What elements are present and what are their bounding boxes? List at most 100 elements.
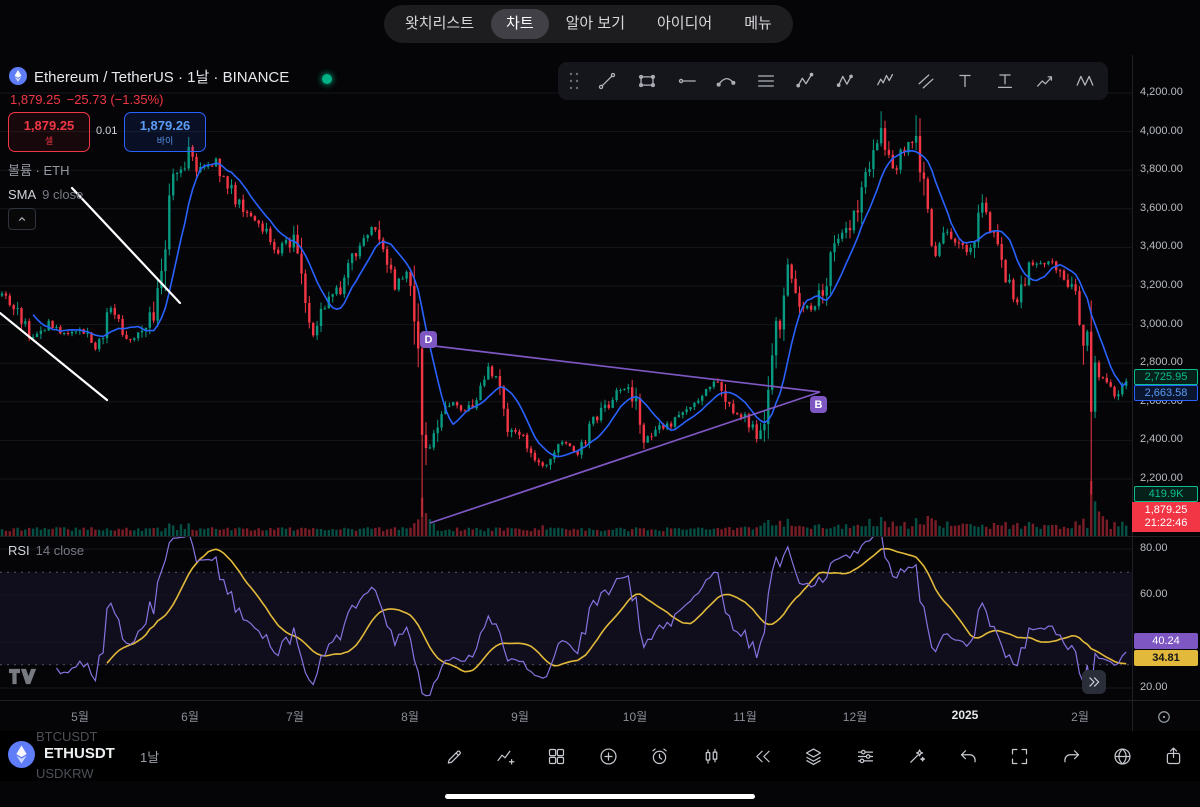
interval-button[interactable]: 1날 [140,750,160,765]
pattern-point-b-label[interactable]: B [810,396,827,413]
price-axis-label: 2,400.00 [1140,433,1183,446]
volume-value-label: 419.9K [1134,486,1198,502]
horizontal-ray-icon[interactable] [672,66,702,96]
add-icon[interactable] [592,740,624,772]
text-icon[interactable] [950,66,980,96]
rsi-name: RSI [8,543,30,558]
rsi-line [56,537,1127,697]
sell-label: 셀 [44,135,54,146]
symbol-button[interactable]: ETHUSDT [44,745,115,762]
price-axis-label: 4,000.00 [1140,124,1183,137]
ethereum-logo-icon[interactable] [8,741,35,768]
redo-icon[interactable] [1055,740,1087,772]
curve-icon[interactable] [711,66,741,96]
ethereum-logo-icon [9,67,27,85]
double-chevron-right-icon [1089,677,1100,687]
main-chart-canvas[interactable] [0,55,1132,536]
price-change-text: −25.73 (−1.35%) [66,92,164,107]
rsi-axis-label: 20.00 [1140,681,1168,693]
rsi-chart-canvas[interactable] [0,537,1132,700]
last-price-text: 1,879.25 [10,92,61,107]
bottom-toolbar: BTCUSDT USDKRW ETHUSDT 1날 [0,729,1200,781]
fib-retracement-icon[interactable] [751,66,781,96]
alerts-icon[interactable] [644,740,676,772]
layouts-icon[interactable] [541,740,573,772]
time-axis-label: 8월 [401,710,419,724]
rsi-legend[interactable]: RSI 14 close [8,543,84,558]
rsi-value-label: 40.24 [1134,633,1198,650]
price-axis-label: 2,800.00 [1140,356,1183,369]
volume-bars-down [4,481,1116,536]
pattern-point-d-label[interactable]: D [420,331,437,348]
draw-icon[interactable] [438,740,470,772]
drag-handle-icon[interactable] [566,66,582,96]
time-axis-label: 2025 [951,708,979,722]
sell-button[interactable]: 1,879.25 셀 [8,112,90,152]
forecast-icon[interactable] [1030,66,1060,96]
price-change-row: 1,879.25 −25.73 (−1.35%) [10,92,169,107]
tab-explore[interactable]: 알아 보기 [565,15,625,32]
reset-scale-button[interactable] [1152,705,1176,729]
home-indicator[interactable] [445,794,755,799]
time-axis-label: 6월 [181,710,199,724]
tab-ideas[interactable]: 아이디어 [657,15,713,32]
time-axis-label: 5월 [71,710,89,724]
collapse-legend-button[interactable] [8,208,36,230]
symbol-title[interactable]: Ethereum / TetherUS · 1날 · BINANCE [34,69,290,86]
indicators-icon[interactable] [489,740,521,772]
fullscreen-icon[interactable] [1004,740,1036,772]
price-axis-divider[interactable] [1132,55,1133,731]
tab-chart[interactable]: 차트 [491,9,549,39]
pane-divider[interactable] [0,536,1200,537]
volume-legend[interactable]: 볼륨 · ETH [8,163,70,178]
trend-line-drawing[interactable] [70,186,182,305]
multichart-icon[interactable] [901,740,933,772]
rsi-params: 14 close [35,543,85,558]
triangle-lower-line[interactable] [429,391,821,524]
settings-icon[interactable] [849,740,881,772]
candle-bodies-up [0,128,1128,466]
object-tree-icon[interactable] [798,740,830,772]
buy-label: 바이 [156,135,174,146]
tab-menu[interactable]: 메뉴 [744,15,772,32]
last-price-value: 1,879.25 [1144,504,1188,516]
time-axis-label: 9월 [511,710,529,724]
buy-button[interactable]: 1,879.26 바이 [124,112,206,152]
watchlist-peek-below[interactable]: USDKRW [36,766,94,781]
parallel-channel-icon[interactable] [911,66,941,96]
zigzag-icon[interactable] [791,66,821,96]
price-axis-label: 4,200.00 [1140,86,1183,98]
abcd-pattern-icon[interactable] [831,66,861,96]
watchlist-peek-above[interactable]: BTCUSDT [36,729,98,744]
undo-icon[interactable] [952,740,984,772]
publish-icon[interactable] [1106,740,1138,772]
time-axis-label: 12월 [842,710,868,724]
elliott-wave-icon[interactable] [871,66,901,96]
rsi-axis-label: 80.00 [1140,542,1168,554]
go-to-realtime-button[interactable] [1082,670,1106,694]
buy-price: 1,879.26 [139,117,191,133]
sma-legend[interactable]: SMA 9 close [8,187,83,202]
sma-line [32,150,1127,458]
last-price-countdown-label: 1,879.25 21:22:46 [1132,502,1200,532]
rectangle-icon[interactable] [632,66,662,96]
time-axis-divider [0,700,1200,701]
price-axis-label: 3,000.00 [1140,317,1183,330]
trend-line-drawing[interactable] [0,311,109,402]
bar-type-icon[interactable] [695,740,727,772]
tab-watchlist[interactable]: 왓치리스트 [405,15,475,32]
anchored-text-icon[interactable] [990,66,1020,96]
share-icon[interactable] [1158,740,1190,772]
close-price-label: 2,725.95 [1134,369,1198,386]
triangle-upper-line[interactable] [425,344,821,393]
rsi-band [0,572,1132,665]
candle-bodies-down [4,128,1116,466]
trend-line-icon[interactable] [592,66,622,96]
price-axis-label: 3,800.00 [1140,163,1183,176]
sell-price: 1,879.25 [23,117,75,133]
tradingview-logo-icon[interactable] [8,668,38,685]
sma-params: 9 close [42,187,84,202]
sma-name: SMA [8,187,37,202]
xabcd-pattern-icon[interactable] [1070,66,1100,96]
replay-icon[interactable] [747,740,779,772]
